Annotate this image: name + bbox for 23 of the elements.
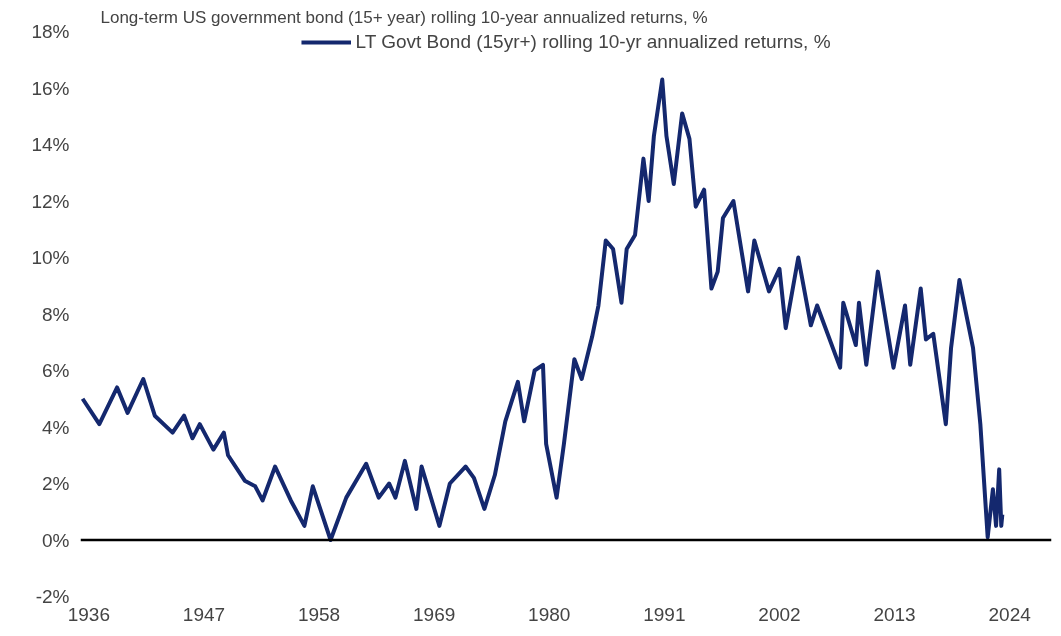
x-tick-label: 1991 [643, 603, 686, 625]
x-tick-label: 1958 [297, 603, 341, 625]
y-tick-label: 16% [31, 77, 70, 99]
y-tick-label: 18% [31, 21, 70, 42]
legend-label: LT Govt Bond (15yr+) rolling 10-yr annualized returns, % [355, 31, 831, 53]
y-tick-label: 0% [42, 529, 70, 551]
line-series [80, 77, 1005, 542]
x-tick-label: 1969 [413, 603, 456, 625]
y-tick-label: 2% [42, 473, 70, 494]
x-tick-label: 2002 [758, 603, 801, 625]
y-tick-label: 8% [42, 303, 70, 325]
x-tick-label: 1980 [528, 603, 571, 625]
x-tick-label: 2024 [988, 603, 1032, 625]
y-tick-label: -2% [35, 586, 70, 607]
y-tick-label: 12% [31, 190, 70, 212]
y-tick-label: 14% [31, 134, 70, 155]
x-tick-label: 2013 [873, 603, 916, 625]
x-tick-label: 1936 [67, 603, 111, 625]
y-tick-label: 6% [42, 360, 70, 381]
y-tick-label: 4% [42, 416, 70, 438]
chart-title: Long-term US government bond (15+ year) rolling 10-year annualized returns, % [100, 7, 708, 27]
y-tick-label: 10% [31, 247, 70, 268]
x-tick-label: 1947 [182, 603, 226, 625]
